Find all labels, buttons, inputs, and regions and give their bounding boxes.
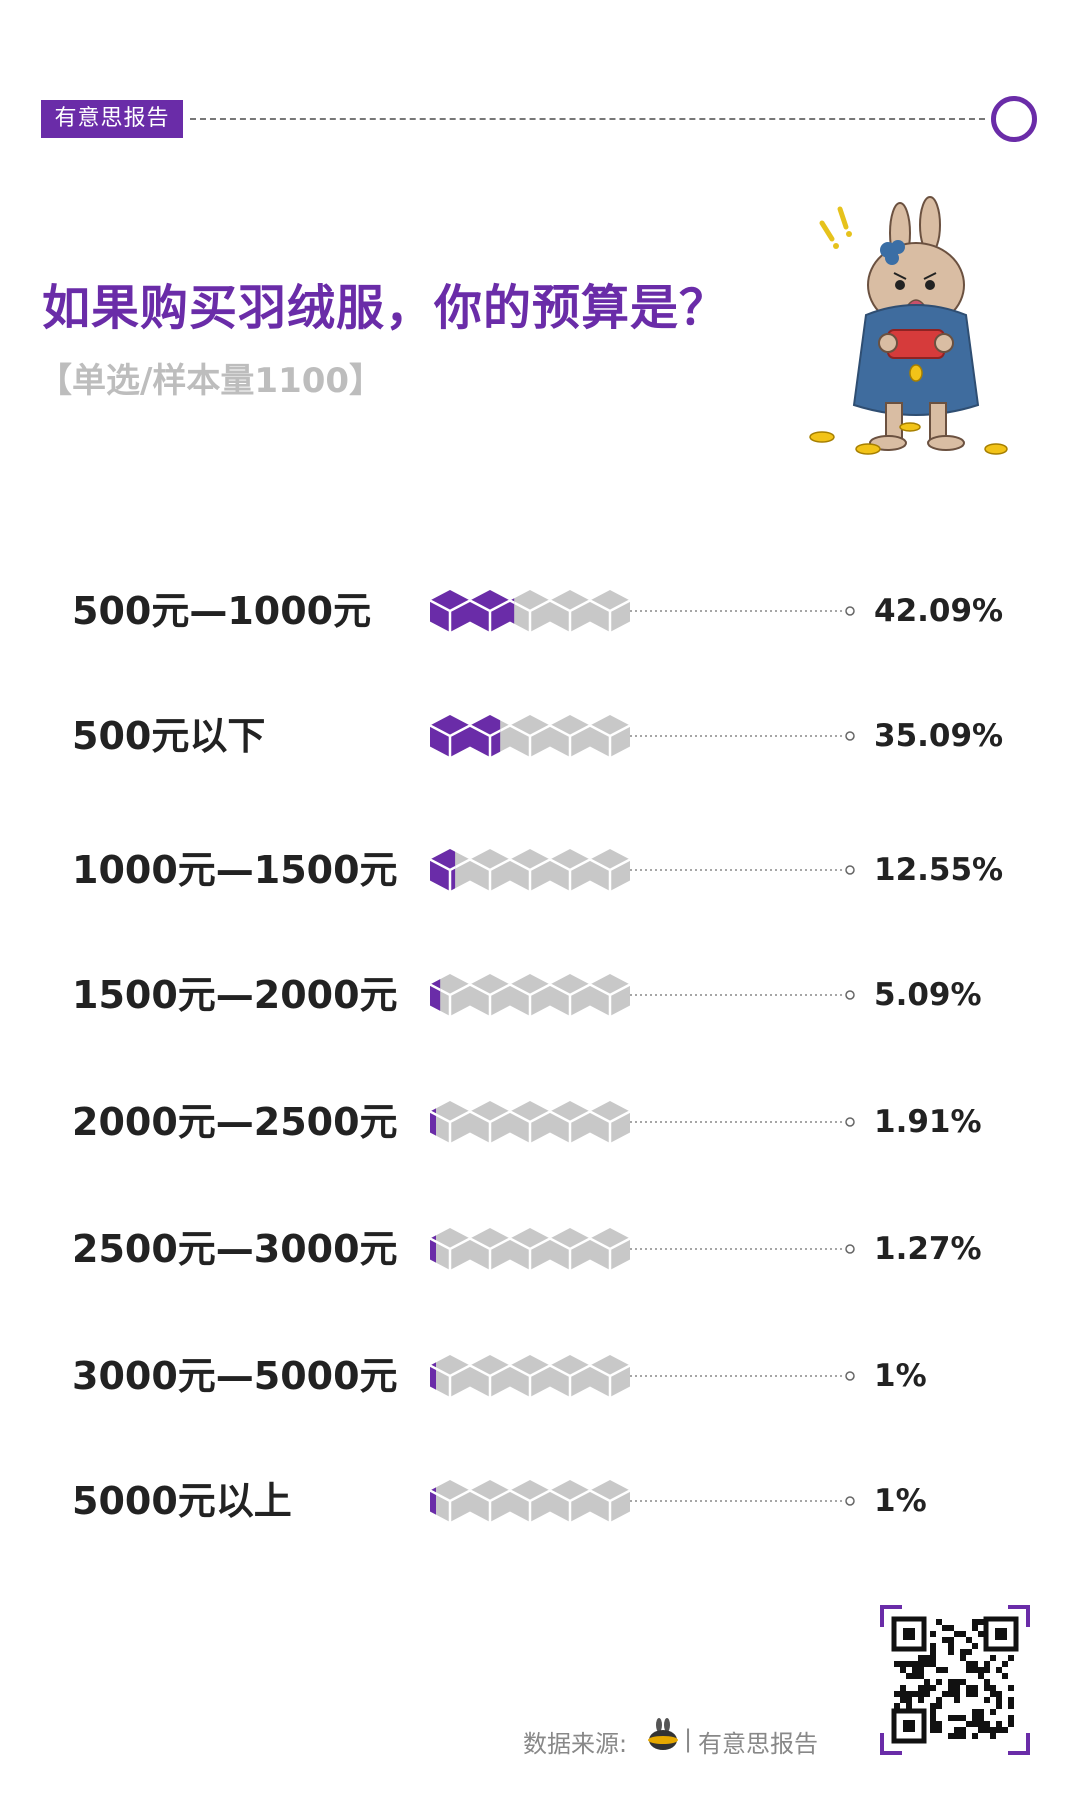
value-label: 1% [874,1358,927,1394]
chart-subtitle: 【单选/样本量1100】 [38,361,384,401]
category-label: 5000元以上 [72,1479,292,1523]
header-circle-icon [991,96,1037,142]
chart-title: 如果购买羽绒服，你的预算是？ [42,280,729,336]
value-label: 1% [874,1483,927,1519]
value-label: 1.91% [874,1104,982,1140]
bar-mark [429,1355,631,1397]
footer-brand: 有意思报告 [698,1730,818,1758]
category-label: 2500元—3000元 [72,1227,398,1271]
category-label: 3000元—5000元 [72,1354,398,1398]
rabbit-empty-wallet-icon [809,196,1008,455]
value-label: 1.27% [874,1231,982,1267]
bar-mark [429,1480,631,1522]
bar-mark [429,974,631,1016]
qr-code-icon[interactable] [880,1605,1030,1755]
category-label: 2000元—2500元 [72,1100,398,1144]
connector-dot [845,1496,855,1506]
connector-dot [845,1117,855,1127]
category-label: 1500元—2000元 [72,973,398,1017]
connector-dot [845,731,855,741]
bar-mark [429,1101,631,1143]
value-label: 35.09% [874,718,1004,754]
connector-dot [845,865,855,875]
connector-dot [845,1244,855,1254]
bar-mark [429,715,631,757]
bar-mark [429,590,631,632]
value-label: 5.09% [874,977,982,1013]
connector-dot [845,606,855,616]
category-label: 500元—1000元 [72,589,372,633]
value-label: 12.55% [874,852,1004,888]
rabbit-logo-icon [648,1718,678,1750]
category-label: 1000元—1500元 [72,848,398,892]
bar-mark [429,1228,631,1270]
value-label: 42.09% [874,593,1004,629]
connector-dot [845,1371,855,1381]
connector-dot [845,990,855,1000]
category-label: 500元以下 [72,714,266,758]
header-dashed-line [190,118,985,120]
bar-mark [429,849,631,891]
brand-tag: 有意思报告 [41,100,183,138]
footer-divider: | [684,1725,693,1753]
footer-source-label: 数据来源: [523,1730,628,1758]
